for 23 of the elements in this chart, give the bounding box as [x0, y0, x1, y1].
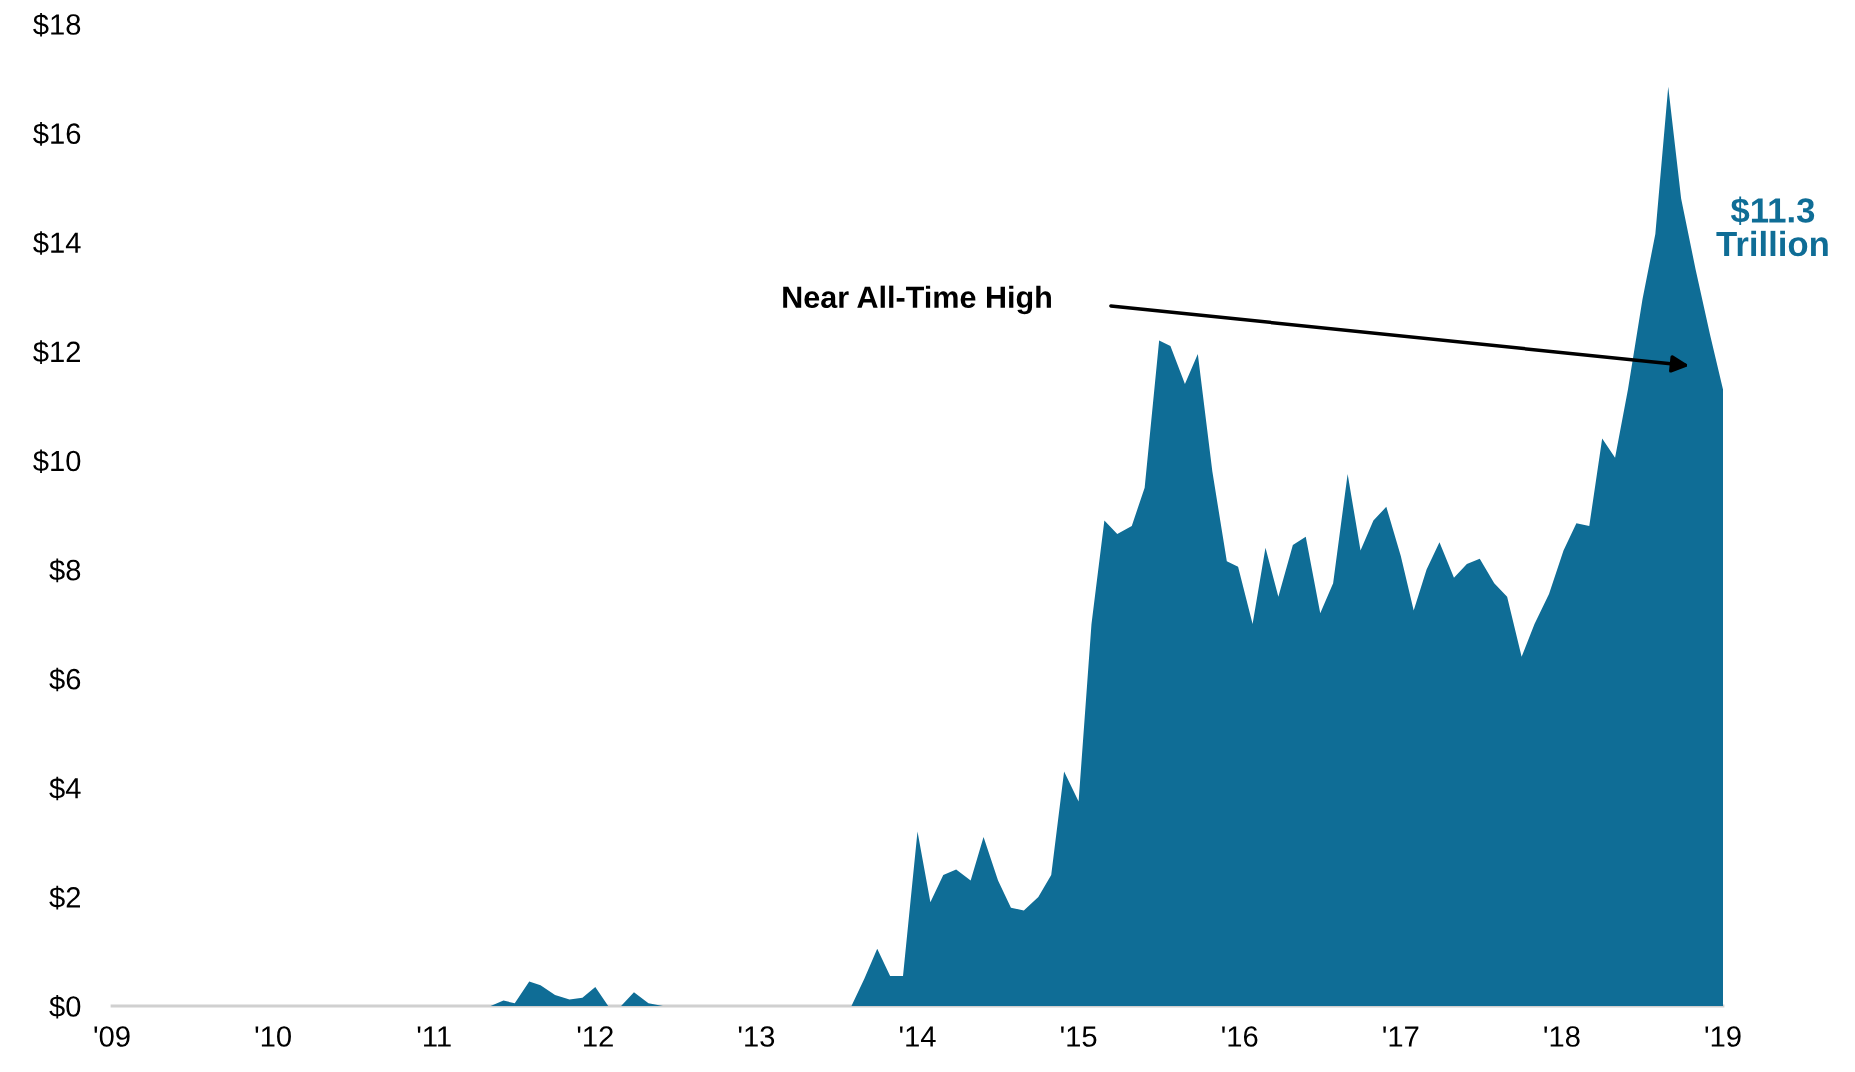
x-tick-label: '09: [94, 1026, 130, 1047]
x-tick-label: '18: [1544, 1026, 1580, 1047]
y-tick-label: $8: [49, 558, 81, 583]
x-tick-label: '19: [1705, 1026, 1741, 1047]
y-tick-label: $18: [33, 12, 81, 37]
x-tick-label: '10: [255, 1026, 291, 1047]
y-tick-label: $0: [49, 994, 81, 1019]
y-tick-label: $6: [49, 667, 81, 692]
x-tick-label: '15: [1061, 1026, 1097, 1047]
x-tick-label: '14: [899, 1026, 936, 1047]
y-tick-label: $4: [49, 776, 81, 801]
annotation: $11.3 Trillion: [1716, 196, 1828, 257]
x-tick-label: '11: [417, 1026, 451, 1047]
annotation: Near All-Time High: [783, 285, 1051, 315]
y-tick-label: $2: [49, 885, 80, 910]
x-tick-label: '13: [738, 1026, 775, 1047]
y-tick-label: $10: [33, 449, 81, 474]
y-tick-label: $12: [33, 340, 80, 364]
y-tick-label: $16: [33, 122, 81, 146]
x-tick-label: '16: [1222, 1026, 1258, 1047]
y-tick-label: $14: [33, 231, 81, 255]
x-tick-label: '12: [577, 1026, 613, 1047]
x-tick-label: '17: [1383, 1026, 1419, 1047]
